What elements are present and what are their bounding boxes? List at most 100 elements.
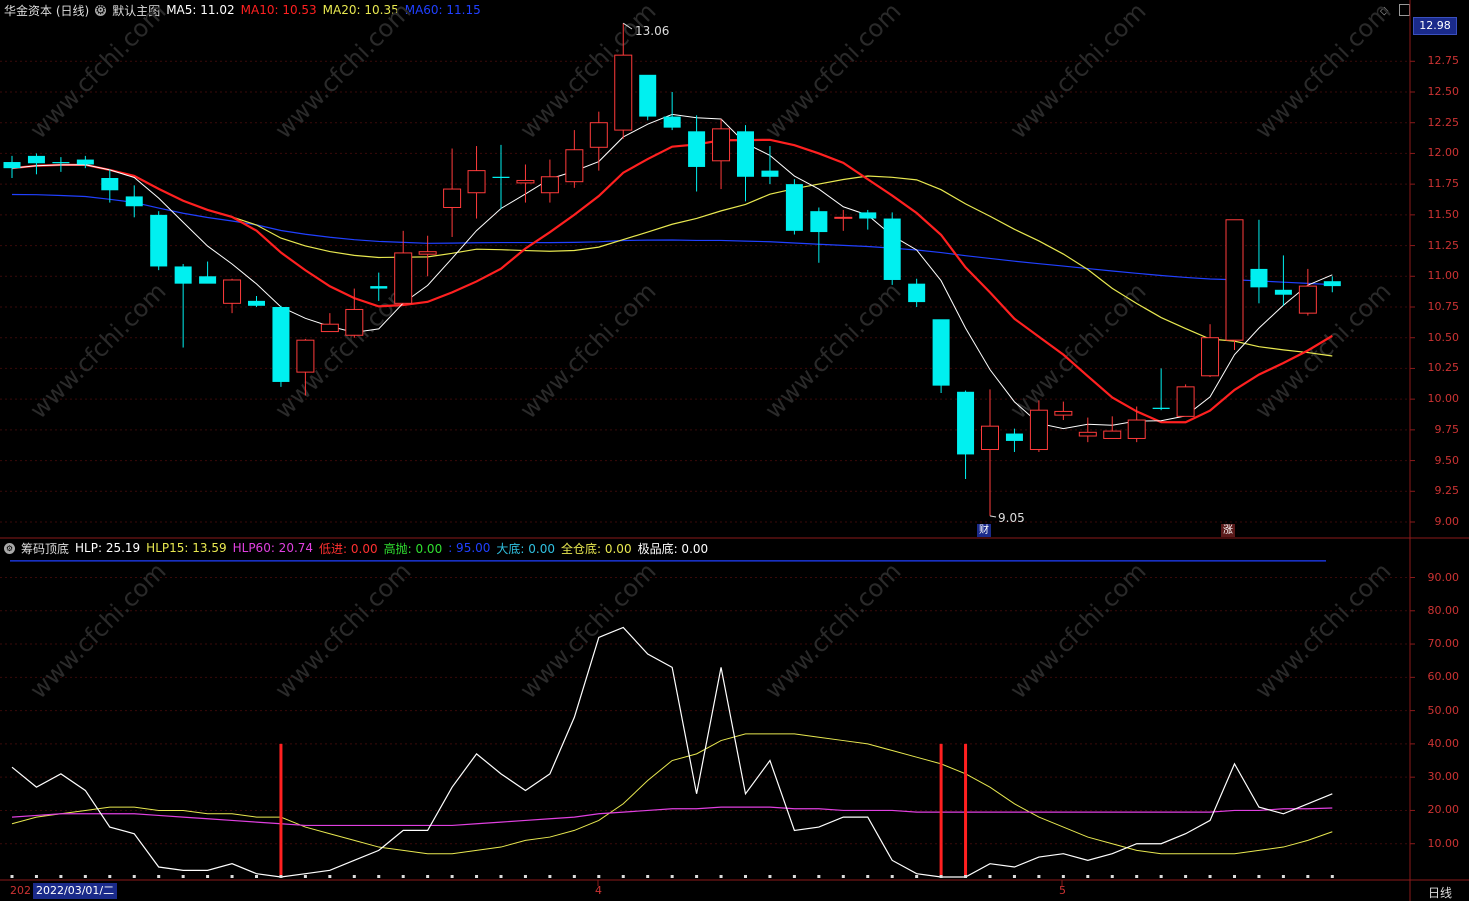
indicator-baseline-dot [915, 875, 919, 878]
candle-body-down [785, 184, 803, 231]
stock-title[interactable]: 华金资本 (日线) [4, 3, 90, 18]
hlp60-label: HLP60: 20.74 [232, 541, 314, 555]
candle [883, 212, 901, 285]
indicator-baseline-dot [377, 875, 381, 878]
finance-marker[interactable]: 财 [977, 524, 991, 537]
ma60-line [11, 193, 1333, 286]
candle [1054, 401, 1073, 421]
candle [565, 130, 584, 188]
candle-body-down [883, 218, 901, 280]
indicator-baseline-dot [719, 875, 723, 878]
watermark-text: www.cfchi.com [24, 277, 171, 424]
indicator-baseline-dot [964, 875, 968, 878]
candle [345, 288, 364, 338]
candle-body-down [737, 131, 754, 177]
indicator-baseline-dot [939, 875, 943, 878]
indicator-baseline-dot [1233, 875, 1236, 878]
rise-marker[interactable]: 涨 [1221, 524, 1235, 537]
indicator-baseline-dot [499, 875, 503, 878]
candle-body-down [272, 307, 290, 382]
high-out-label: 高抛: 0.00 [383, 541, 443, 556]
ma10-line [11, 138, 1333, 424]
candle-body-down [370, 286, 388, 289]
candle [1127, 406, 1146, 443]
diamond-icon[interactable]: ◇ [1380, 4, 1389, 17]
candle [737, 125, 754, 202]
ma20-label: MA20: 10.35 [322, 3, 399, 17]
indicator-baseline-dot [10, 875, 14, 878]
indicator-baseline-dot [621, 875, 625, 878]
candle [3, 155, 21, 178]
candle [272, 305, 290, 387]
candle-body-up [1103, 430, 1122, 439]
price-tick-label: 10.00 [1427, 392, 1460, 406]
indicator-baseline-dot [670, 875, 674, 878]
candle-body-up [614, 54, 633, 131]
watermark-text: www.cfchi.com [514, 557, 661, 704]
watermark-text: www.cfchi.com [269, 557, 416, 704]
candle [614, 23, 633, 139]
indicator-baseline-dot [328, 875, 332, 878]
current-price-tag: 12.98 [1413, 17, 1457, 35]
indicator-tick-label: 70.00 [1427, 637, 1460, 651]
candle-body-up [1078, 431, 1097, 437]
period-selector[interactable]: 日线 [1428, 886, 1453, 900]
candle-body-down [859, 212, 877, 219]
chart-template-name[interactable]: 默认主图 [112, 3, 161, 18]
indicator-settings-icon[interactable]: ⚙ [4, 542, 15, 554]
price-tick-label: 12.50 [1427, 85, 1460, 98]
candle-body-up [443, 188, 462, 208]
watermark-text: www.cfchi.com [24, 0, 171, 144]
indicator-baseline-dot [1184, 875, 1188, 878]
candle-body-up [516, 179, 535, 184]
candle-body-up [589, 122, 608, 148]
big-bottom-label: 大底: 0.00 [496, 541, 555, 556]
price-tick-label: 9.75 [1434, 422, 1460, 436]
candle-body-down [125, 196, 143, 207]
month-5-tick: 5 [1059, 884, 1066, 897]
watermark-text: www.cfchi.com [1004, 0, 1151, 144]
candle-body-up [320, 323, 339, 333]
candle-body-down [101, 178, 119, 191]
high-price-annotation: 13.06 [635, 24, 670, 38]
candle-body-down [639, 74, 657, 117]
candle [981, 389, 999, 516]
candle-body-down [761, 170, 779, 177]
candle [443, 148, 462, 237]
candle-body-up [1029, 409, 1048, 451]
candle [639, 74, 657, 121]
candle [1103, 416, 1122, 439]
indicator-name[interactable]: 筹码顶底 [21, 541, 70, 556]
candle-body-down [810, 211, 828, 233]
price-axis: 12.75 12.50 12.25 12.00 11.75 11.50 11.25 11.00… [1410, 0, 1469, 540]
indicator-tick-label: 80.00 [1427, 603, 1460, 617]
candle [540, 159, 559, 203]
candle-body-up [1201, 337, 1220, 377]
candle-body-down [1152, 407, 1170, 409]
candle [1078, 417, 1097, 443]
candle [785, 179, 803, 235]
watermark: www.cfchi.com www.cfchi.com www.cfchi.com w… [24, 0, 1396, 704]
full-bottom-label: 全仓底: 0.00 [561, 541, 632, 556]
indicator-baseline-dot [1330, 875, 1334, 878]
candle-body-down [52, 162, 70, 164]
indicator-baseline-dot [890, 875, 894, 878]
settings-icon[interactable]: ⚙ [95, 2, 107, 17]
watermark-text: www.cfchi.com [24, 557, 171, 704]
candle [1250, 219, 1268, 304]
candle [174, 264, 192, 348]
indicator-tick-label: 60.00 [1427, 670, 1460, 684]
candle-body-up [1176, 386, 1195, 417]
candle-body-down [174, 266, 192, 284]
indicator-baseline-dot [303, 875, 307, 878]
indicator-baseline-dot [646, 875, 650, 878]
candle-body-down [1005, 433, 1023, 441]
candle-body-down [663, 116, 681, 128]
price-tick-label: 9.00 [1434, 515, 1460, 528]
candle [1201, 324, 1220, 378]
hlp15-line [11, 733, 1333, 855]
candle [101, 169, 119, 203]
main-chart-legend: 华金资本 (日线) ⚙ 默认主图 MA5: 11.02 MA10: 10.53 … [0, 0, 1414, 20]
candle-body-up [1127, 419, 1146, 439]
